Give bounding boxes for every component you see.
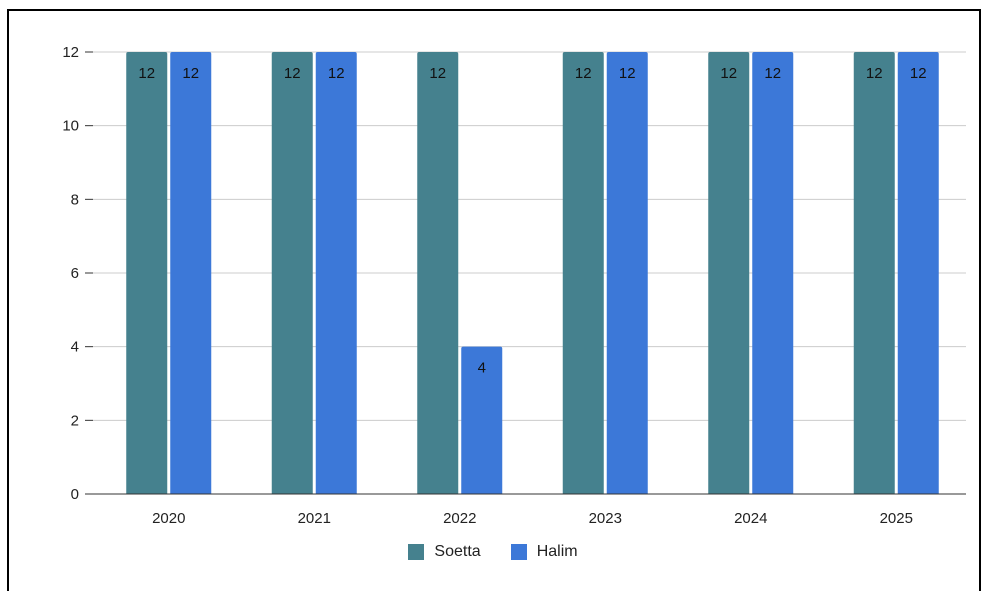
bar-halim-2025	[897, 52, 939, 494]
y-tick-label: 6	[71, 265, 79, 282]
legend-label-soetta: Soetta	[434, 543, 481, 560]
bar-halim-2024	[752, 52, 794, 494]
legend-item-soetta: Soetta	[408, 543, 481, 561]
data-label-soetta-2022: 12	[429, 65, 446, 82]
bar-halim-2021	[315, 52, 357, 494]
bar-halim-2022	[461, 346, 503, 494]
x-tick-label: 2023	[589, 510, 622, 527]
legend: Soetta Halim	[0, 543, 986, 561]
data-label-halim-2021: 12	[328, 65, 345, 82]
legend-item-halim: Halim	[510, 543, 578, 561]
data-label-soetta-2023: 12	[575, 65, 592, 82]
legend-swatch-soetta	[408, 544, 425, 560]
legend-label-halim: Halim	[536, 543, 578, 560]
bar-soetta-2023	[562, 52, 604, 494]
y-tick-label: 10	[62, 118, 79, 135]
legend-swatch-halim	[510, 544, 527, 560]
data-label-soetta-2021: 12	[284, 65, 301, 82]
bar-soetta-2025	[853, 52, 895, 494]
y-tick-label: 4	[71, 339, 79, 356]
x-tick-label: 2025	[880, 510, 913, 527]
y-tick-label: 8	[71, 191, 79, 208]
bar-soetta-2021	[271, 52, 313, 494]
data-label-soetta-2020: 12	[138, 65, 155, 82]
bars: 12 12 12 12 12 4 12 12 12 12 12 12	[126, 52, 939, 494]
bar-halim-2023	[606, 52, 648, 494]
data-label-soetta-2024: 12	[720, 65, 737, 82]
data-label-halim-2024: 12	[764, 65, 781, 82]
x-tick-label: 2022	[443, 510, 476, 527]
bar-soetta-2020	[126, 52, 168, 494]
y-tick-label: 12	[62, 44, 79, 61]
x-tick-label: 2024	[734, 510, 767, 527]
data-label-soetta-2025: 12	[866, 65, 883, 82]
y-axis: 0 2 4 6 8 10 12	[62, 44, 93, 503]
bar-soetta-2022	[417, 52, 459, 494]
x-axis: 2020 2021 2022 2023 2024 2025	[93, 493, 966, 527]
x-tick-label: 2020	[152, 510, 185, 527]
data-label-halim-2022: 4	[478, 360, 486, 377]
bar-halim-2020	[170, 52, 212, 494]
y-tick-label: 2	[71, 412, 79, 429]
data-label-halim-2020: 12	[182, 65, 199, 82]
data-label-halim-2025: 12	[910, 65, 927, 82]
x-tick-label: 2021	[298, 510, 331, 527]
y-tick-label: 0	[71, 486, 79, 503]
grid-lines	[93, 51, 966, 495]
bar-soetta-2024	[708, 52, 750, 494]
data-label-halim-2023: 12	[619, 65, 636, 82]
